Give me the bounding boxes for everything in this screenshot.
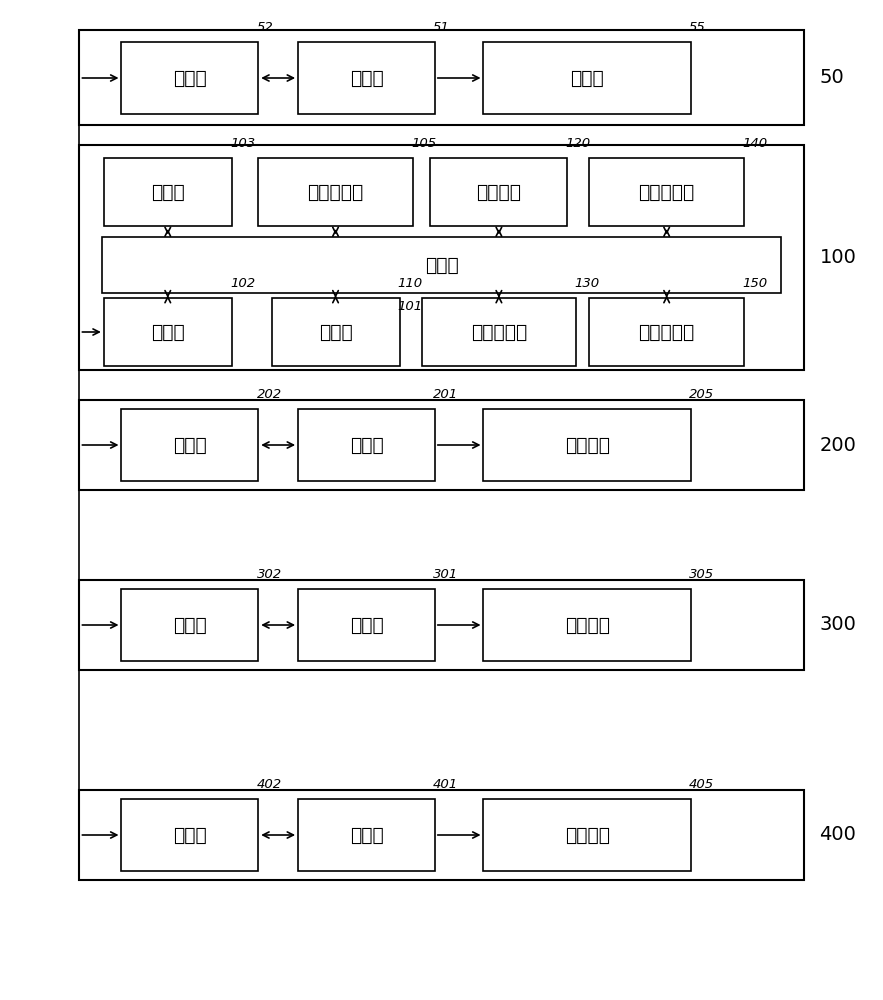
Bar [79, 400, 804, 490]
Bar [430, 158, 568, 226]
Bar [104, 158, 232, 226]
Bar [122, 589, 258, 661]
Text: 55: 55 [690, 21, 706, 34]
Text: 301: 301 [433, 568, 458, 581]
Bar [298, 42, 434, 114]
Text: 图像形成部: 图像形成部 [638, 322, 695, 342]
Text: 通信部: 通信部 [173, 826, 207, 844]
Text: 后处理部: 后处理部 [565, 826, 609, 844]
Text: 100: 100 [819, 248, 857, 267]
Text: 120: 120 [565, 137, 591, 150]
Bar [422, 298, 576, 366]
Text: 控制部: 控制部 [350, 615, 383, 635]
Text: 140: 140 [743, 137, 767, 150]
Text: 130: 130 [574, 277, 600, 290]
Bar [79, 145, 804, 370]
Text: 控制部: 控制部 [350, 68, 383, 88]
Bar [122, 409, 258, 481]
Bar [298, 799, 434, 871]
Text: 50: 50 [819, 68, 844, 87]
Text: 205: 205 [690, 388, 714, 401]
Text: 200: 200 [819, 436, 857, 455]
Text: 扫描仪部: 扫描仪部 [477, 182, 521, 202]
Text: 供纸部: 供纸部 [570, 68, 604, 88]
Text: 控制部: 控制部 [350, 826, 383, 844]
Text: 105: 105 [411, 137, 436, 150]
Text: 通信部: 通信部 [173, 436, 207, 454]
Text: 201: 201 [433, 388, 458, 401]
Text: 控制部: 控制部 [350, 436, 383, 454]
Bar [122, 799, 258, 871]
Bar [484, 409, 691, 481]
Text: 202: 202 [256, 388, 282, 401]
Text: 搬送部: 搬送部 [319, 322, 352, 342]
Bar [590, 158, 743, 226]
Text: 图像处理部: 图像处理部 [638, 182, 695, 202]
Bar [272, 298, 399, 366]
Text: 通信部: 通信部 [173, 68, 207, 88]
Bar [298, 589, 434, 661]
Text: 52: 52 [256, 21, 273, 34]
Text: 150: 150 [743, 277, 767, 290]
Text: 通信部: 通信部 [151, 322, 185, 342]
Text: 402: 402 [256, 778, 282, 791]
Bar [102, 237, 781, 292]
Text: 103: 103 [230, 137, 255, 150]
Text: 存储部: 存储部 [151, 182, 185, 202]
Text: 操作显示部: 操作显示部 [307, 182, 364, 202]
Text: 110: 110 [397, 277, 423, 290]
Bar [104, 298, 232, 366]
Bar [258, 158, 412, 226]
Text: 305: 305 [690, 568, 714, 581]
Text: 51: 51 [433, 21, 449, 34]
Text: 102: 102 [230, 277, 255, 290]
Bar [79, 30, 804, 125]
Bar [484, 42, 691, 114]
Text: 300: 300 [819, 615, 857, 635]
Bar [484, 589, 691, 661]
Bar [79, 790, 804, 880]
Bar [298, 409, 434, 481]
Bar [590, 298, 743, 366]
Text: 控制部: 控制部 [425, 255, 458, 274]
Text: 101: 101 [397, 300, 422, 314]
Bar [122, 42, 258, 114]
Bar [484, 799, 691, 871]
Text: 405: 405 [690, 778, 714, 791]
Text: 后处理部: 后处理部 [565, 436, 609, 454]
Text: 数据积蓄部: 数据积蓄部 [471, 322, 527, 342]
Text: 通信部: 通信部 [173, 615, 207, 635]
Text: 400: 400 [819, 826, 857, 844]
Text: 302: 302 [256, 568, 282, 581]
Text: 401: 401 [433, 778, 458, 791]
Bar [79, 580, 804, 670]
Text: 后处理部: 后处理部 [565, 615, 609, 635]
